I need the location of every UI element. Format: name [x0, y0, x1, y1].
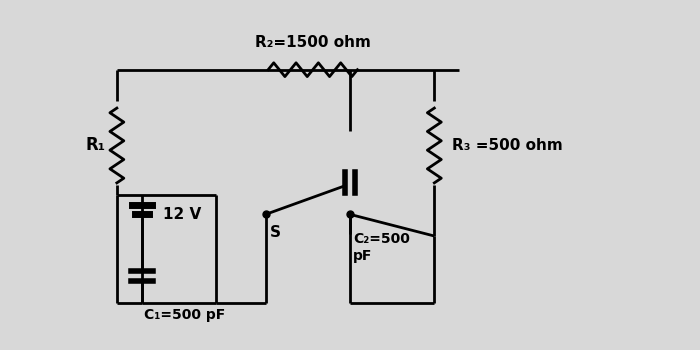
Text: R₃ =500 ohm: R₃ =500 ohm: [452, 138, 563, 153]
Text: C₁=500 pF: C₁=500 pF: [144, 308, 225, 322]
Text: R₁: R₁: [85, 136, 105, 154]
Text: R₂=1500 ohm: R₂=1500 ohm: [255, 35, 371, 50]
Text: pF: pF: [353, 249, 372, 263]
Text: S: S: [270, 225, 281, 240]
Text: C₂=500: C₂=500: [353, 232, 410, 246]
Text: 12 V: 12 V: [164, 207, 202, 222]
